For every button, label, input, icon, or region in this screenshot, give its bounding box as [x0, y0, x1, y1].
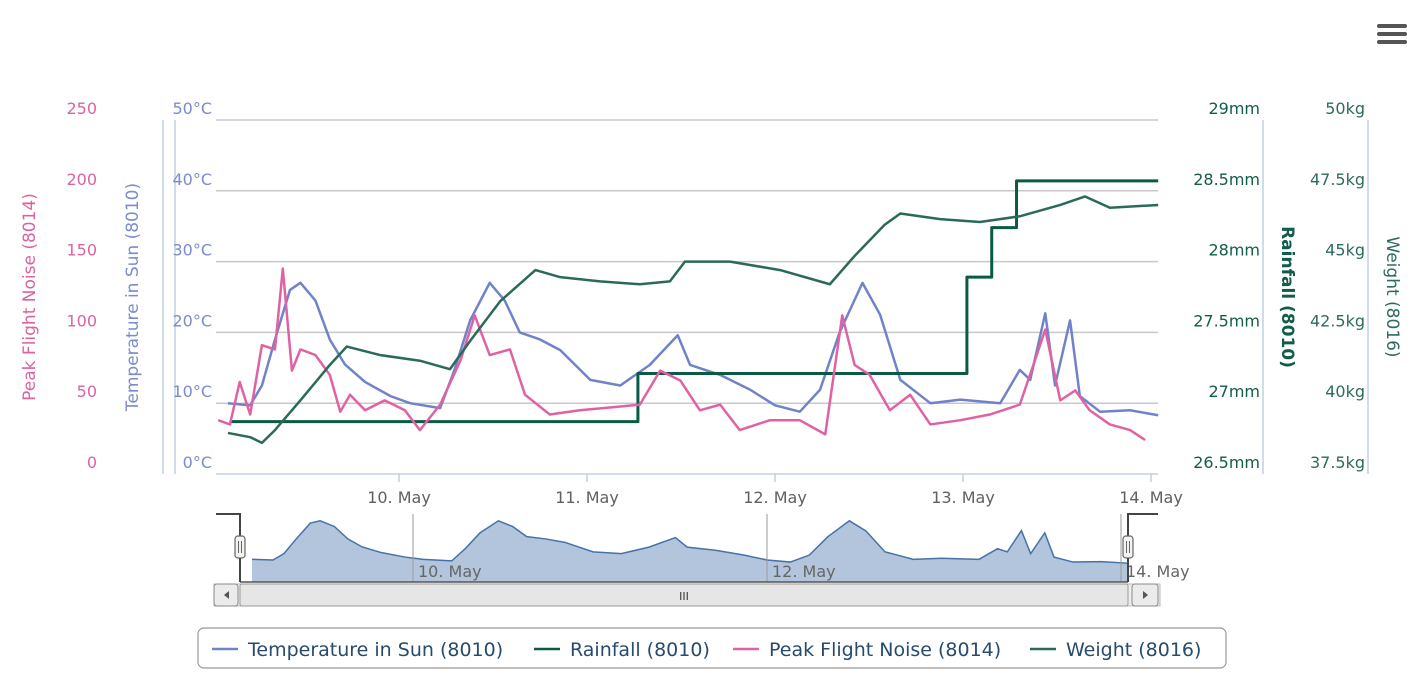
series-line-rain: [229, 179, 1159, 424]
legend-item[interactable]: Rainfall (8010): [534, 639, 710, 661]
noise-axis-tick-label: 50: [77, 382, 97, 401]
navigator-area: [251, 520, 1128, 582]
legend-item[interactable]: Temperature in Sun (8010): [212, 639, 503, 661]
x-tick-label: 12. May: [743, 488, 807, 507]
noise-axis-tick-label: 150: [66, 241, 97, 260]
temp-axis-tick-label: 0°C: [183, 453, 212, 472]
navigator-right-outline: [1127, 513, 1158, 582]
rain-axis-tick-label: 28mm: [1208, 241, 1260, 260]
weight-axis-tick-label: 45kg: [1325, 241, 1365, 260]
rain-axis-tick-label: 27mm: [1208, 382, 1260, 401]
temp-axis-tick-label: 30°C: [172, 241, 212, 260]
temp-axis-tick-label: 20°C: [172, 311, 212, 330]
rain-axis-title: Rainfall (8010): [1277, 226, 1297, 368]
temp-axis-title: Temperature in Sun (8010): [123, 183, 143, 412]
weight-axis-tick-label: 40kg: [1325, 382, 1365, 401]
x-tick-label: 13. May: [931, 488, 995, 507]
legend-label: Temperature in Sun (8010): [247, 639, 503, 661]
rain-axis-tick-label: 28.5mm: [1193, 170, 1260, 189]
legend-item[interactable]: Weight (8016): [1030, 639, 1201, 661]
legend-label: Weight (8016): [1066, 639, 1201, 661]
navigator[interactable]: 10. May 12. May 14. May III: [213, 513, 1190, 607]
navigator-right-handle[interactable]: [1122, 535, 1134, 559]
series-line-weight: [227, 195, 1159, 445]
x-tick-label: 14. May: [1119, 488, 1183, 507]
navigator-label: 12. May: [772, 562, 836, 581]
noise-axis-title: Peak Flight Noise (8014): [20, 193, 40, 401]
series-line-temp: [227, 281, 1159, 417]
rain-axis-tick-label: 29mm: [1208, 99, 1260, 118]
arrow-right-icon: [1143, 591, 1148, 599]
x-tick-label: 10. May: [367, 488, 431, 507]
legend-label: Rainfall (8010): [570, 639, 710, 661]
temp-axis-tick-label: 10°C: [172, 382, 212, 401]
legend-label: Peak Flight Noise (8014): [769, 639, 1001, 661]
noise-axis-tick-label: 250: [66, 99, 97, 118]
navigator-left-outline: [216, 513, 241, 582]
noise-axis-tick-label: 200: [66, 170, 97, 189]
plot-series: [217, 179, 1159, 445]
rain-axis-tick-label: 27.5mm: [1193, 311, 1260, 330]
legend-item[interactable]: Peak Flight Noise (8014): [733, 639, 1001, 661]
navigator-label: 10. May: [418, 562, 482, 581]
noise-axis-tick-label: 0: [87, 453, 97, 472]
legend: Temperature in Sun (8010) Rainfall (8010)…: [197, 627, 1227, 669]
weight-axis-tick-label: 37.5kg: [1310, 453, 1365, 472]
series-line-noise: [217, 267, 1146, 442]
navigator-left-handle[interactable]: [234, 535, 246, 559]
axes: 10. May 11. May 12. May 13. May 14. May 0 50 10…: [20, 99, 1402, 507]
handle-grip-icon: [1122, 535, 1134, 559]
scrollbar-grip-icon: III: [679, 590, 689, 603]
navigator-line: [251, 519, 1128, 564]
noise-axis-tick-label: 100: [66, 311, 97, 330]
grid-lines: [216, 119, 1158, 475]
weight-axis-tick-label: 42.5kg: [1310, 311, 1365, 330]
rain-axis-tick-label: 26.5mm: [1193, 453, 1260, 472]
weight-axis-tick-label: 50kg: [1325, 99, 1365, 118]
weight-axis-tick-label: 47.5kg: [1310, 170, 1365, 189]
scrollbar-thumb[interactable]: [239, 583, 1129, 607]
hamburger-menu-icon[interactable]: [1377, 24, 1407, 46]
navigator-label: 14. May: [1126, 562, 1190, 581]
arrow-left-icon: [224, 591, 229, 599]
legend-box: [197, 627, 1227, 669]
temp-axis-tick-label: 40°C: [172, 170, 212, 189]
handle-grip-icon: [234, 535, 246, 559]
temp-axis-tick-label: 50°C: [172, 99, 212, 118]
x-tick-label: 11. May: [555, 488, 619, 507]
weight-axis-title: Weight (8016): [1382, 236, 1402, 357]
